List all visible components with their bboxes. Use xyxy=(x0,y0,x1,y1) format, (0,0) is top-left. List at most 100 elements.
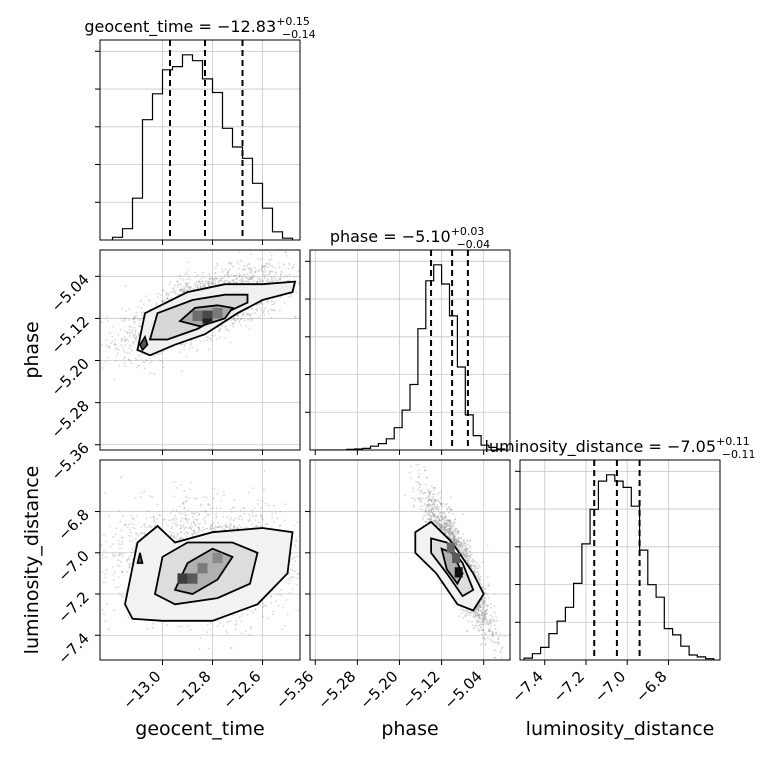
sample-point xyxy=(120,543,123,546)
sample-point xyxy=(120,561,122,564)
sample-point xyxy=(221,525,224,528)
sample-point xyxy=(188,518,190,520)
sample-point xyxy=(249,314,251,317)
sample-point xyxy=(297,282,300,284)
sample-point xyxy=(241,313,244,316)
sample-point xyxy=(114,343,116,346)
hist-phase xyxy=(315,250,506,450)
sample-point xyxy=(157,292,160,295)
sample-point xyxy=(132,343,135,345)
sample-point xyxy=(124,340,126,343)
sample-point xyxy=(271,270,273,273)
density-cell xyxy=(202,318,213,324)
sample-point xyxy=(265,523,267,526)
sample-point xyxy=(215,266,217,269)
sample-point xyxy=(247,318,250,321)
sample-point xyxy=(177,533,179,536)
sample-point xyxy=(282,606,285,609)
sample-point xyxy=(121,570,124,573)
sample-point xyxy=(198,527,201,530)
sample-point xyxy=(263,470,266,472)
sample-point xyxy=(266,280,269,282)
sample-point xyxy=(100,544,103,546)
sample-point xyxy=(213,487,216,490)
sample-point xyxy=(266,299,269,302)
sample-point xyxy=(130,345,133,348)
sample-point xyxy=(206,527,208,530)
sample-point xyxy=(206,280,209,283)
sample-point xyxy=(247,520,250,523)
sample-point xyxy=(211,335,214,337)
sample-point xyxy=(269,595,272,598)
sample-point xyxy=(236,277,239,280)
sample-point xyxy=(104,361,107,363)
sample-point xyxy=(186,289,189,292)
sample-point xyxy=(142,360,145,363)
sample-point xyxy=(174,514,177,517)
sample-point xyxy=(182,526,185,528)
sample-point xyxy=(130,551,133,554)
sample-point xyxy=(258,603,261,606)
sample-point xyxy=(219,622,222,624)
sample-point xyxy=(123,362,126,365)
sample-point xyxy=(232,525,235,528)
sample-point xyxy=(117,576,120,578)
sample-point xyxy=(125,589,128,592)
sample-point xyxy=(128,352,131,355)
sample-point xyxy=(227,526,230,528)
sample-point xyxy=(219,328,222,330)
sample-point xyxy=(103,613,105,615)
sample-point xyxy=(273,303,276,305)
sample-point xyxy=(178,538,180,541)
sample-point xyxy=(232,506,235,509)
sample-point xyxy=(152,516,155,519)
sample-point xyxy=(134,337,137,340)
sample-point xyxy=(180,520,183,522)
sample-point xyxy=(263,604,265,607)
sample-point xyxy=(144,295,147,298)
sample-point xyxy=(239,275,242,278)
sample-point xyxy=(154,521,157,524)
sample-point xyxy=(170,534,173,537)
sample-point xyxy=(214,283,217,286)
sample-point xyxy=(265,280,268,283)
sample-point xyxy=(249,627,252,630)
sample-point xyxy=(229,341,232,344)
sample-point xyxy=(204,282,207,284)
sample-point xyxy=(191,526,194,529)
sample-point xyxy=(127,523,130,526)
sample-point xyxy=(242,274,245,277)
sample-point xyxy=(180,343,183,346)
panels xyxy=(100,40,720,660)
sample-point xyxy=(165,293,168,296)
sample-point xyxy=(271,512,274,515)
panel-bg xyxy=(520,460,720,660)
sample-point xyxy=(183,288,186,290)
sample-point xyxy=(248,268,251,271)
sample-point xyxy=(244,268,247,270)
sample-point xyxy=(283,263,285,266)
sample-point xyxy=(138,354,141,357)
sample-point xyxy=(245,280,248,282)
sample-point xyxy=(210,334,213,337)
sample-point xyxy=(228,281,231,283)
sample-point xyxy=(117,586,120,588)
sample-point xyxy=(160,299,163,302)
sample-point xyxy=(231,614,234,617)
sample-point xyxy=(257,269,260,272)
sample-point xyxy=(121,320,124,323)
sample-point xyxy=(251,523,254,526)
sample-point xyxy=(221,526,223,529)
sample-point xyxy=(254,608,257,611)
sample-point xyxy=(296,521,299,524)
sample-point xyxy=(176,524,179,526)
sample-point xyxy=(120,529,123,532)
sample-point xyxy=(137,333,140,336)
sample-point xyxy=(115,586,118,589)
sample-point xyxy=(245,280,247,283)
sample-point xyxy=(187,269,190,271)
sample-point xyxy=(127,616,130,619)
sample-point xyxy=(297,270,300,273)
sample-point xyxy=(276,517,279,520)
sample-point xyxy=(183,345,186,348)
